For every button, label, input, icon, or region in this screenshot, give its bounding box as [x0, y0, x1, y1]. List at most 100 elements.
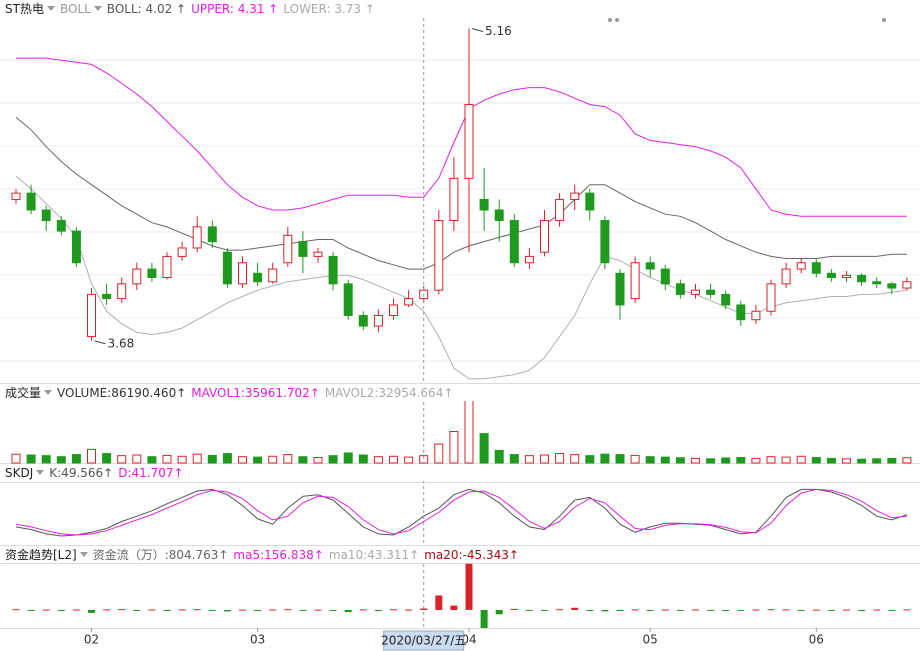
fund-bar — [797, 609, 805, 611]
candle-body — [796, 262, 806, 270]
candle-body — [645, 262, 655, 270]
indicator-value: UPPER: 4.31 ↑ — [191, 1, 279, 16]
candle-body — [132, 268, 142, 285]
candle-body — [177, 247, 187, 257]
fund-bar — [888, 609, 896, 611]
candle-body — [404, 298, 414, 306]
volume-bar — [389, 455, 398, 464]
fund-bar — [646, 609, 654, 611]
candle-body — [192, 226, 202, 249]
fund-bar — [42, 609, 50, 611]
volume-bar — [71, 454, 81, 464]
dropdown-arrow[interactable] — [46, 6, 55, 11]
fund-bar — [133, 609, 141, 611]
candle-body — [283, 234, 293, 264]
volume-bar — [328, 455, 338, 464]
candle-body — [494, 209, 504, 222]
main-header: ST热电 BOLL BOLL: 4.02 ↑ UPPER: 4.31 ↑ LOWER: … — [0, 0, 920, 17]
fund-bar — [510, 608, 518, 610]
fund-bar — [782, 609, 790, 611]
fund-bar — [465, 563, 473, 610]
fund-bar — [359, 609, 367, 611]
indicator-value: BOLL: 4.02 ↑ — [106, 1, 187, 16]
candle-body — [117, 283, 127, 300]
fund-bar — [405, 609, 413, 611]
candle-body — [147, 268, 157, 279]
fund-bar — [148, 609, 156, 611]
fund-bar — [314, 609, 322, 611]
candle-body — [826, 272, 836, 279]
volume-bar — [253, 456, 263, 464]
fund-bar — [707, 609, 715, 611]
candle-body — [313, 251, 323, 257]
candle-body — [56, 220, 66, 232]
fund-bar — [12, 609, 20, 611]
fund-bar — [239, 609, 246, 611]
volume-bar — [857, 458, 867, 464]
candle-body — [540, 220, 549, 253]
crosshair-date: 2020/03/27/五 — [381, 634, 466, 648]
volume-bar — [132, 454, 142, 464]
candle-body — [781, 268, 791, 285]
dropdown-arrow[interactable] — [93, 6, 102, 11]
candle-body — [11, 192, 21, 200]
fund-bar — [601, 609, 609, 612]
fund-bar — [873, 609, 881, 611]
fund-bar — [676, 609, 684, 611]
volume-bar — [585, 455, 595, 464]
fund-bar — [541, 609, 548, 611]
candle-body — [630, 262, 640, 300]
x-tick-label: 03 — [250, 633, 265, 647]
candle-body — [328, 255, 338, 285]
dropdown-arrow[interactable] — [79, 552, 88, 557]
fund-bar — [193, 609, 201, 611]
candle-body — [524, 255, 534, 264]
volume-bar — [147, 456, 157, 464]
indicator-value[interactable]: BOLL — [59, 1, 91, 16]
candle-body — [268, 268, 278, 283]
x-tick-label: 02 — [84, 633, 99, 647]
volume-bar — [736, 457, 746, 464]
volume-bar — [887, 457, 897, 464]
dropdown-arrow[interactable] — [44, 390, 53, 395]
volume-bar — [751, 457, 761, 464]
fund-bar — [843, 609, 850, 611]
indicator-value: ma10:43.311↑ — [328, 547, 420, 562]
fund-bar — [390, 609, 397, 611]
boll-band — [15, 116, 907, 270]
volume-bar — [615, 454, 625, 464]
fund-bar — [27, 609, 35, 611]
candle-body — [615, 272, 625, 306]
volume-bar — [313, 457, 323, 464]
panel-title: SKDJ — [5, 465, 34, 480]
volume-bar — [283, 454, 293, 464]
candle-body — [660, 268, 670, 285]
volume-bar — [675, 457, 685, 464]
fund-bar — [495, 609, 503, 615]
kdj-line — [15, 488, 907, 536]
panel-title: 资金趋势[L2] — [5, 548, 77, 562]
fund-bar — [420, 608, 428, 610]
volume-bar — [162, 454, 172, 464]
fund-bar — [103, 609, 111, 611]
volume-bar — [222, 453, 232, 464]
fund-bar — [178, 609, 186, 611]
extreme-label: 5.16 — [485, 24, 512, 38]
indicator-value: ma20:-45.343↑ — [424, 547, 519, 562]
volume-bar — [781, 456, 791, 464]
volume-bar — [766, 456, 776, 464]
fund-bar — [631, 609, 639, 611]
fund-bar — [661, 609, 669, 611]
dropdown-arrow[interactable] — [36, 470, 45, 475]
fund-bar — [329, 609, 337, 611]
fund-bar — [284, 609, 292, 611]
fund-bar — [586, 609, 594, 611]
candle-body — [71, 230, 81, 264]
fund-bar — [299, 609, 307, 611]
separators — [0, 383, 920, 629]
annotation-arrow — [471, 28, 484, 33]
indicator-value: 资金流（万）:804.763↑ — [92, 548, 229, 562]
indicator-value: MAVOL2:32954.664↑ — [324, 385, 454, 400]
